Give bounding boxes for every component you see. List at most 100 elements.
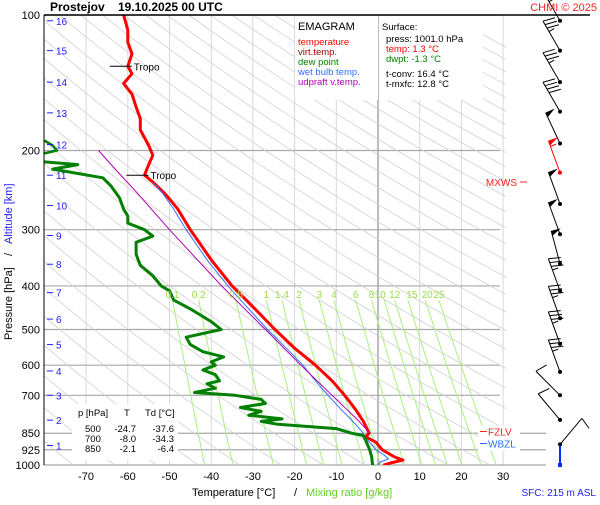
altitude-tick-label: 6 (56, 315, 62, 326)
altitude-tick-label: 5 (56, 341, 62, 352)
barb-feather (549, 89, 561, 92)
surface-dwpt: dwpt: -1.3 °C (386, 54, 441, 65)
datetime: 19.10.2025 00 UTC (118, 0, 223, 14)
barb-station (558, 80, 562, 84)
mixing-ratio-label: 4 (331, 290, 337, 301)
x-tick-label: 0 (375, 471, 381, 483)
x-axis-separator: / (294, 487, 298, 499)
barb-feather (545, 21, 557, 24)
table-header-td: Td [°C] (145, 408, 175, 419)
barb-pennant (548, 199, 557, 207)
x-axis-title: Temperature [°C] (192, 487, 275, 499)
altitude-tick-label: 16 (56, 17, 68, 28)
surface-title: Surface: (382, 22, 417, 33)
barb-feather (550, 314, 562, 315)
station-name: Prostejov (50, 0, 105, 14)
barb-station (558, 142, 562, 146)
legend-updraft: udpraft v.temp. (298, 77, 361, 88)
x-tick-label: 10 (414, 471, 426, 483)
mixing-ratio-label: 10 (375, 290, 387, 301)
table-header-p: p [hPa] (78, 408, 108, 419)
barb-feather (582, 418, 589, 428)
altitude-tick-label: 1 (56, 441, 62, 452)
mixing-ratio-label: 0.5 (229, 290, 243, 301)
barb-feather (551, 346, 563, 347)
mixing-ratio-label: 0.1 (166, 290, 180, 301)
altitude-tick-label: 4 (56, 367, 62, 378)
mixing-ratio-label: 12 (389, 290, 401, 301)
barb-staff (538, 394, 560, 420)
barb-half-feather (549, 60, 554, 63)
altitude-tick-label: 3 (56, 391, 62, 402)
barb-half-feather (552, 268, 558, 270)
x-tick-label: -20 (287, 471, 303, 483)
barb-staff (560, 418, 582, 444)
barb-feather (538, 388, 549, 393)
barb-station (558, 19, 562, 23)
x-axis-title-mixing: Mixing ratio [g/kg] (306, 487, 392, 499)
x-tick-label: -10 (328, 471, 344, 483)
wind-barb (548, 311, 563, 346)
barb-pennant (548, 169, 557, 177)
barb-feather (547, 86, 559, 89)
wind-barb (543, 79, 562, 114)
barb-station (558, 49, 562, 53)
y-tick-label: 925 (22, 445, 40, 457)
barb-staff (536, 371, 560, 395)
x-tick-label: -50 (162, 471, 178, 483)
barb-pennant (548, 137, 557, 145)
mixing-ratio-line (319, 300, 364, 465)
table-cell: 850 (85, 444, 101, 455)
y-tick-label: 600 (22, 360, 40, 372)
y-axis-separator: / (3, 252, 15, 256)
wind-barb (543, 49, 562, 84)
barb-half-feather (549, 29, 554, 32)
altitude-tick-label: 15 (56, 47, 68, 58)
tropopause-label: Tropo (150, 171, 176, 182)
mixing-ratio-label: 15 (406, 290, 418, 301)
tropopause-label: Tropo (134, 62, 160, 73)
mixing-ratio-label: 3 (316, 290, 322, 301)
barb-feather (543, 49, 555, 52)
y-tick-label: 700 (22, 390, 40, 402)
barb-station (558, 171, 562, 175)
barb-staff (548, 172, 560, 204)
mixing-ratio-label: 6 (353, 290, 359, 301)
x-tick-label: -30 (245, 471, 261, 483)
mixing-ratio-label: 1.4 (275, 290, 289, 301)
y-axis-title-altitude: Altitude [km] (3, 183, 15, 244)
barb-feather (536, 365, 547, 371)
barb-station (558, 110, 562, 114)
barb-feather (543, 18, 555, 21)
barb-half-feather (552, 349, 558, 351)
altitude-tick-label: 2 (56, 416, 62, 427)
legend-title: EMAGRAM (298, 21, 355, 33)
table-header-t: T (124, 408, 130, 419)
table-cell: -2.1 (120, 444, 136, 455)
mxws-label: MXWS (486, 178, 517, 189)
barb-feather (548, 311, 560, 312)
wind-barbs (536, 0, 589, 467)
levels-table: p [hPa] T Td [°C] 500 -24.7 -37.6 700 -8… (78, 408, 175, 455)
altitude-tick-label: 7 (56, 289, 62, 300)
mixing-ratio-label: 20 (422, 290, 434, 301)
wind-barb (543, 18, 562, 53)
barb-station (558, 393, 562, 397)
altitude-tick-label: 13 (56, 109, 68, 120)
x-tick-label: 30 (497, 471, 509, 483)
barb-feather (551, 265, 563, 266)
wind-barb (536, 365, 562, 397)
barb-feather (547, 25, 559, 28)
y-tick-label: 500 (22, 325, 40, 337)
surface-elevation: SFC: 215 m ASL (522, 488, 597, 499)
mixing-ratio-label: 0.2 (192, 290, 206, 301)
mixing-ratio-line (236, 300, 273, 465)
fzlv-label: FZLV (488, 427, 512, 438)
barb-feather (543, 79, 555, 82)
y-tick-label: 200 (22, 145, 40, 157)
y-tick-label: 300 (22, 225, 40, 237)
barb-station (558, 418, 562, 422)
mixing-ratio-label: 2 (296, 290, 302, 301)
